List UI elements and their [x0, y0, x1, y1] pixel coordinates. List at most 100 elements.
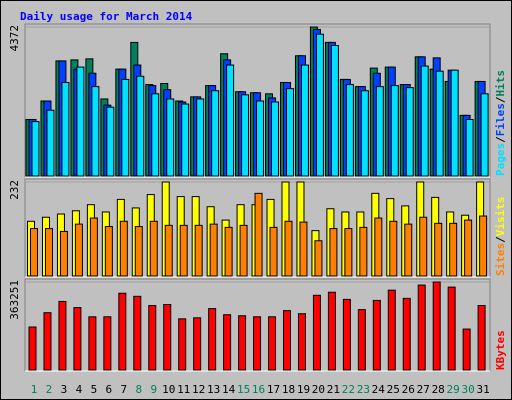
bar: [223, 314, 232, 371]
bar: [196, 98, 205, 177]
bar: [226, 64, 235, 177]
bar: [254, 192, 263, 277]
bar: [88, 316, 97, 371]
bar: [447, 286, 456, 371]
bar: [179, 224, 188, 277]
bar: [390, 85, 399, 177]
bar: [375, 86, 384, 177]
x-tick-label: 18: [282, 383, 295, 396]
bar: [91, 86, 100, 177]
bar: [462, 328, 471, 371]
bar: [297, 313, 306, 371]
x-tick-label: 7: [121, 383, 128, 396]
bar: [43, 312, 52, 371]
x-tick-label: 28: [432, 383, 445, 396]
x-tick-label: 19: [297, 383, 310, 396]
legend: Sites/Visits: [494, 197, 507, 277]
bar: [434, 222, 443, 277]
legend: KBytes: [494, 330, 507, 370]
bar: [449, 222, 458, 277]
x-tick-label: 26: [402, 383, 415, 396]
bar: [477, 305, 486, 371]
bar: [417, 284, 426, 371]
bar: [61, 81, 70, 177]
bar: [239, 224, 248, 277]
bar: [312, 294, 321, 371]
bar: [209, 223, 218, 277]
bar: [134, 226, 143, 277]
x-tick-label: 29: [447, 383, 460, 396]
bar: [285, 88, 294, 177]
bar: [163, 304, 172, 371]
bar: [300, 64, 309, 177]
bar: [74, 223, 83, 277]
bar: [164, 224, 173, 277]
legend-separator: /: [494, 96, 507, 103]
bar: [269, 226, 278, 277]
bar: [299, 221, 308, 277]
chart-title: Daily usage for March 2014: [20, 10, 193, 23]
x-tick-label: 4: [76, 383, 83, 396]
bar: [330, 45, 339, 177]
bar: [465, 118, 474, 177]
bar: [121, 78, 130, 177]
bar: [31, 121, 40, 177]
bar: [241, 94, 250, 177]
y-tick-label: 232: [8, 180, 21, 200]
x-tick-label: 20: [312, 383, 325, 396]
bar: [327, 291, 336, 371]
bar: [46, 109, 55, 177]
x-tick-label: 27: [417, 383, 430, 396]
bar: [450, 69, 459, 177]
bar: [268, 316, 277, 371]
bar: [374, 217, 383, 277]
bar: [253, 316, 262, 371]
x-tick-label: 10: [162, 383, 175, 396]
bar: [119, 220, 128, 277]
legend-entry: Pages: [494, 143, 507, 176]
x-tick-label: 12: [192, 383, 205, 396]
legend-entry: Visits: [494, 197, 507, 237]
x-tick-label: 13: [207, 383, 220, 396]
bar: [359, 226, 368, 277]
x-tick-label: 23: [357, 383, 370, 396]
legend-entry: KBytes: [494, 330, 507, 370]
x-tick-label: 24: [372, 383, 386, 396]
bar: [194, 224, 203, 277]
x-tick-label: 15: [237, 383, 250, 396]
x-tick-label: 2: [46, 383, 53, 396]
x-tick-label: 22: [342, 383, 355, 396]
bar: [73, 307, 82, 371]
x-tick-label: 1: [31, 383, 38, 396]
bar: [345, 84, 354, 177]
bar: [193, 317, 202, 371]
bar: [342, 298, 351, 371]
x-tick-label: 3: [61, 383, 68, 396]
x-tick-label: 21: [327, 383, 340, 396]
x-tick-label: 11: [177, 383, 190, 396]
bar: [329, 228, 338, 277]
bar: [118, 292, 127, 371]
bar: [28, 326, 37, 371]
x-tick-label: 17: [267, 383, 280, 396]
x-tick-label: 25: [387, 383, 400, 396]
bar: [282, 310, 291, 371]
legend-separator: /: [494, 236, 507, 243]
legend: Pages/Files/Hits: [494, 70, 507, 176]
bar: [435, 70, 444, 177]
bar: [59, 230, 68, 277]
bar: [103, 316, 112, 371]
x-tick-label: 14: [222, 383, 236, 396]
x-tick-label: 8: [135, 383, 142, 396]
bar: [419, 216, 428, 277]
bar: [151, 93, 160, 177]
legend-entry: Hits: [494, 70, 507, 97]
bar: [238, 315, 247, 371]
bar: [136, 75, 145, 177]
bar: [480, 93, 489, 177]
y-tick-label: 4372: [8, 25, 21, 52]
bar: [464, 219, 473, 277]
bar: [256, 100, 265, 177]
x-tick-label: 16: [252, 383, 265, 396]
